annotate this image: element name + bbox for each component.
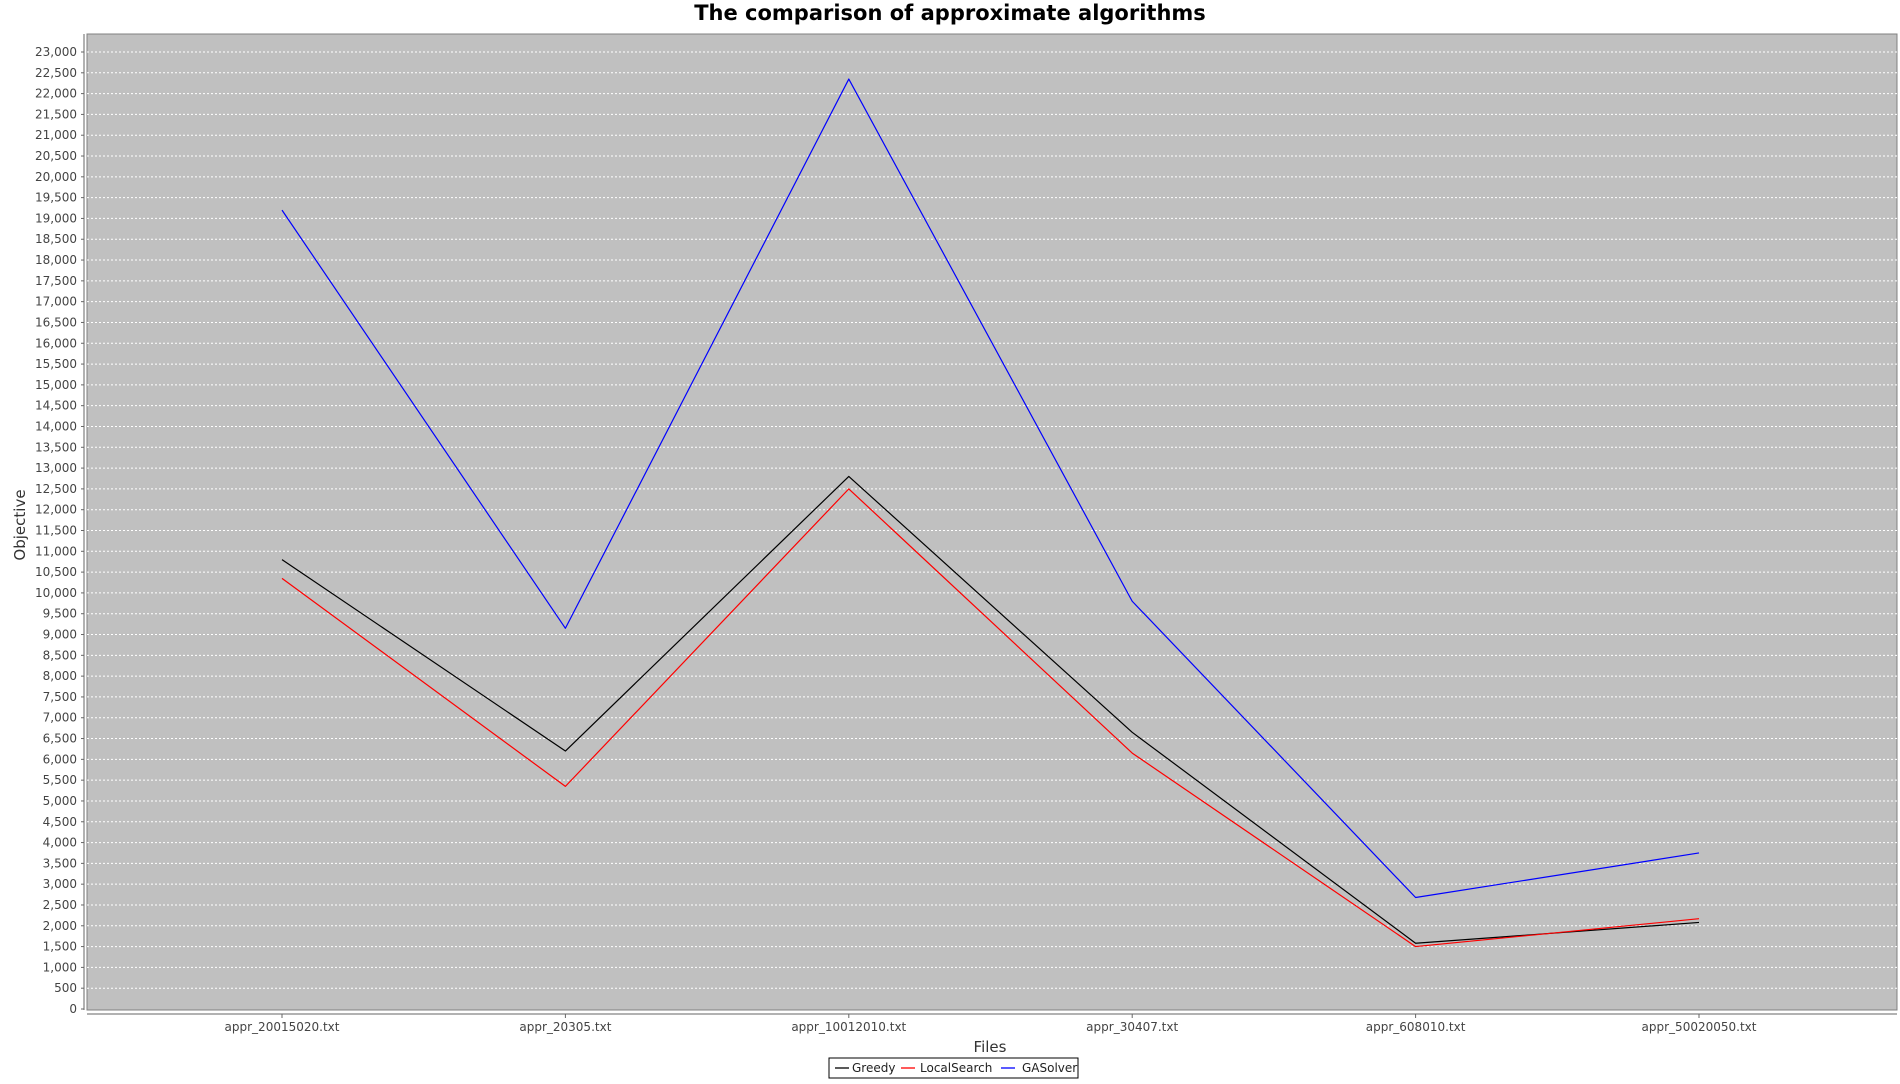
- x-tick-label: appr_20305.txt: [519, 1020, 611, 1034]
- y-tick-label: 2,500: [43, 898, 77, 912]
- x-tick-label: appr_20015020.txt: [225, 1020, 340, 1034]
- y-tick-label: 21,000: [35, 128, 77, 142]
- x-axis: appr_20015020.txt appr_20305.txt appr_1001…: [87, 1013, 1897, 1034]
- y-tick-label: 2,000: [43, 919, 77, 933]
- y-tick-label: 14,500: [35, 399, 77, 413]
- y-tick-label: 20,500: [35, 149, 77, 163]
- legend-label-greedy: Greedy: [852, 1061, 895, 1075]
- y-tick-label: 11,500: [35, 524, 77, 538]
- legend-label-gasolver: GASolver: [1022, 1061, 1077, 1075]
- x-tick-label: appr_10012010.txt: [791, 1020, 906, 1034]
- y-tick-label: 8,000: [43, 669, 77, 683]
- x-tick-label: appr_608010.txt: [1366, 1020, 1466, 1034]
- y-tick-label: 23,000: [35, 45, 77, 59]
- y-tick-label: 3,500: [43, 856, 77, 870]
- y-tick-label: 8,500: [43, 648, 77, 662]
- y-tick-label: 22,000: [35, 87, 77, 101]
- y-tick-label: 21,500: [35, 107, 77, 121]
- y-tick-label: 9,000: [43, 628, 77, 642]
- y-tick-label: 5,500: [43, 773, 77, 787]
- series-line-greedy: [281, 475, 1700, 944]
- y-tick-label: 17,000: [35, 295, 77, 309]
- legend-box: [828, 1057, 1079, 1079]
- y-tick-label: 15,000: [35, 378, 77, 392]
- x-axis-title: Files: [974, 1038, 1007, 1056]
- y-tick-label: 500: [54, 981, 77, 995]
- y-tick-label: 9,500: [43, 607, 77, 621]
- y-tick-label: 16,500: [35, 315, 77, 329]
- series-layer: [281, 78, 1700, 948]
- legend: Greedy LocalSearch GASolver: [828, 1057, 1079, 1079]
- y-tick-label: 19,500: [35, 191, 77, 205]
- y-tick-label: 6,500: [43, 732, 77, 746]
- y-tick-label: 20,000: [35, 170, 77, 184]
- y-tick-label: 14,000: [35, 419, 77, 433]
- y-tick-label: 22,500: [35, 66, 77, 80]
- y-tick-label: 6,000: [43, 752, 77, 766]
- series-line-gasolver: [281, 78, 1700, 899]
- y-tick-label: 7,500: [43, 690, 77, 704]
- legend-label-localsearch: LocalSearch: [920, 1061, 992, 1075]
- y-axis: 0 500 1,000 1,500 2,000 2,500 3,000 3,500 4,000 4…: [35, 34, 85, 1016]
- y-tick-label: 13,500: [35, 440, 77, 454]
- chart-title: The comparison of approximate algorithms: [694, 1, 1206, 25]
- x-tick-label: appr_50020050.txt: [1642, 1020, 1757, 1034]
- series-line-localsearch: [281, 488, 1700, 948]
- y-tick-label: 17,500: [35, 274, 77, 288]
- plot-area: [86, 33, 1898, 1011]
- y-tick-label: 18,500: [35, 232, 77, 246]
- plot-background: [86, 33, 1898, 1011]
- y-tick-label: 12,500: [35, 482, 77, 496]
- y-axis-title: Objective: [11, 489, 29, 560]
- y-tick-label: 4,500: [43, 815, 77, 829]
- x-tick-label: appr_30407.txt: [1086, 1020, 1178, 1034]
- y-tick-label: 13,000: [35, 461, 77, 475]
- y-tick-label: 1,000: [43, 960, 77, 974]
- y-tick-label: 4,000: [43, 836, 77, 850]
- y-tick-label: 15,500: [35, 357, 77, 371]
- y-tick-label: 10,000: [35, 586, 77, 600]
- y-tick-label: 3,000: [43, 877, 77, 891]
- y-tick-label: 10,500: [35, 565, 77, 579]
- y-tick-label: 1,500: [43, 940, 77, 954]
- y-tick-label: 0: [69, 1002, 77, 1016]
- y-tick-label: 12,000: [35, 503, 77, 517]
- y-tick-label: 18,000: [35, 253, 77, 267]
- y-tick-label: 19,000: [35, 211, 77, 225]
- y-tick-label: 5,000: [43, 794, 77, 808]
- y-tick-label: 11,000: [35, 544, 77, 558]
- y-tick-label: 7,000: [43, 711, 77, 725]
- y-tick-label: 16,000: [35, 336, 77, 350]
